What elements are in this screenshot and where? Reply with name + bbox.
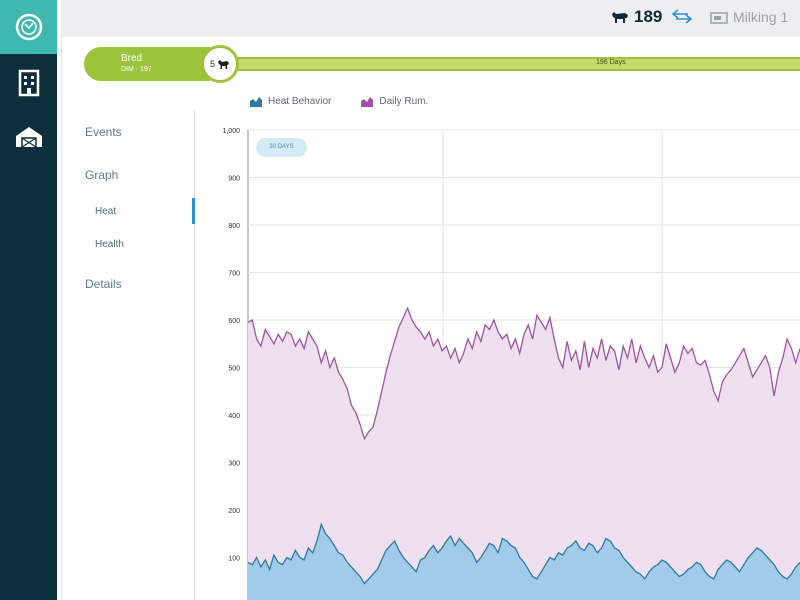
nav-divider	[194, 110, 195, 600]
nav-heat[interactable]: Heat	[95, 206, 117, 217]
building-icon	[18, 69, 39, 97]
nav-health[interactable]: Health	[95, 239, 124, 250]
sidebar-item-barn[interactable]	[0, 110, 57, 164]
status-dim: DIM · 197	[121, 66, 152, 73]
area-chart-icon	[361, 97, 374, 107]
nav-details[interactable]: Details	[85, 277, 122, 291]
milking-group-icon	[710, 11, 728, 24]
daily-rum-line[interactable]	[247, 306, 800, 441]
timeline-days: 196 Days	[596, 59, 626, 66]
chart-legend: Heat Behavior Daily Rum.	[250, 96, 428, 107]
y-tick-label: 200	[228, 508, 240, 515]
area-chart-icon	[250, 97, 262, 107]
lactation-badge[interactable]: 5	[201, 45, 239, 83]
y-tick-label: 800	[228, 223, 240, 230]
barn-icon	[15, 127, 42, 148]
y-tick-label: 900	[228, 176, 240, 183]
status-state: Bred	[121, 53, 143, 64]
sidebar-item-buildings[interactable]	[0, 56, 57, 110]
legend-heat-behavior[interactable]: Heat Behavior	[250, 96, 331, 107]
range-badge[interactable]: 30 DAYS	[256, 138, 307, 157]
nav-events[interactable]: Events	[85, 125, 122, 139]
nav-active-indicator	[192, 198, 195, 224]
animal-id-number: 189	[634, 7, 663, 26]
daily-rum-area	[248, 308, 800, 600]
heat-behavior-line[interactable]	[247, 522, 800, 585]
y-tick-label: 500	[228, 366, 240, 373]
dairy-logo-icon[interactable]	[0, 0, 57, 54]
group-label: Milking 1	[733, 9, 789, 25]
sidebar-divider	[57, 0, 62, 600]
group-selector[interactable]: Milking 1	[710, 9, 788, 25]
y-tick-label: 100	[228, 556, 240, 563]
animal-id[interactable]: 189	[610, 7, 662, 27]
top-bar: 189 Milking 1	[62, 0, 800, 37]
reproduction-status[interactable]: Bred DIM · 197	[84, 47, 210, 81]
cow-icon	[612, 12, 628, 23]
heat-rumination-chart: 1,000 900 800 700 600 500 400 300 200 100	[222, 128, 800, 600]
legend-heat-behavior-label: Heat Behavior	[268, 96, 332, 107]
y-tick-label: 300	[228, 461, 240, 468]
main-sidebar	[0, 0, 57, 600]
y-tick-label: 700	[228, 271, 240, 278]
calving-icon	[218, 60, 229, 69]
swap-arrows-icon[interactable]	[670, 7, 694, 30]
legend-daily-rum-label: Daily Rum.	[379, 96, 429, 107]
y-tick-label: 600	[228, 318, 240, 325]
lactation-number: 5	[209, 59, 215, 69]
y-tick-label: 1,000	[222, 128, 240, 135]
lactation-timeline: 196 Days	[238, 57, 800, 71]
section-nav: Events Graph Heat Health Details	[62, 110, 196, 600]
heat-behavior-area	[248, 524, 800, 600]
legend-daily-rum[interactable]: Daily Rum.	[361, 96, 428, 107]
nav-graph[interactable]: Graph	[85, 168, 119, 182]
y-tick-label: 400	[228, 413, 240, 420]
